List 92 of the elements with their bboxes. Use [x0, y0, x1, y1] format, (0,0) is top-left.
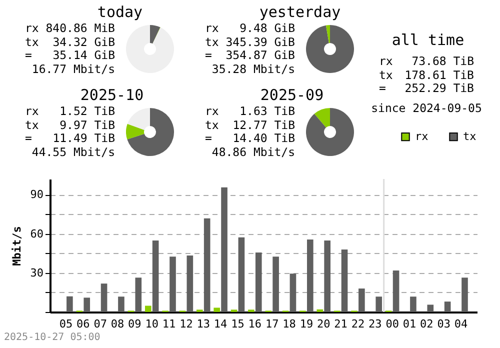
text: 48.86 Mbit/s	[210, 144, 295, 159]
x-tick-label: 12	[180, 318, 193, 330]
text: all time	[390, 31, 466, 49]
bar	[186, 256, 194, 312]
text: tx 9.97 TiB	[25, 118, 115, 132]
bar	[307, 240, 314, 312]
donut-slice	[306, 108, 354, 156]
bar	[316, 309, 324, 312]
donut-slice	[314, 108, 330, 128]
x-tick-label: 21	[334, 318, 348, 330]
text: rx 1.52 TiB	[25, 104, 115, 118]
bar	[66, 296, 73, 312]
x-tick-label: 23	[368, 318, 382, 330]
text: = 35.14 GiB	[25, 48, 115, 62]
x-tick-label: 08	[110, 318, 124, 330]
x-tick-label: 19	[300, 318, 314, 330]
bar	[358, 288, 365, 312]
bar	[221, 187, 228, 312]
bar	[204, 218, 210, 312]
bar	[341, 250, 348, 312]
x-tick-label: 05	[59, 318, 73, 330]
y-tick-label: 30	[30, 266, 44, 280]
y-axis-title: Mbit/s	[10, 226, 24, 266]
y-tick-label: 60	[30, 227, 44, 240]
x-tick-label: 18	[282, 318, 296, 330]
bar	[444, 302, 451, 312]
x-tick-label: 02	[420, 318, 434, 330]
x-tick-label: 03	[437, 318, 450, 330]
x-tick-label: 13	[196, 318, 210, 330]
x-tick-label: 14	[214, 318, 228, 330]
donut-slice	[127, 108, 150, 130]
x-tick-label: 10	[145, 318, 158, 330]
donut-slice	[326, 25, 330, 44]
x-tick-label: 04	[454, 318, 468, 330]
bar	[144, 306, 152, 312]
text: = 11.49 TiB	[25, 131, 115, 145]
y-tick-label: 90	[30, 188, 44, 202]
x-tick-label: 17	[265, 318, 279, 330]
text: tx 34.32 GiB	[25, 34, 115, 48]
text: 44.55 Mbit/s	[30, 144, 115, 159]
bar	[170, 256, 176, 312]
chart-title: 2025-09	[259, 86, 325, 104]
bar	[214, 308, 220, 312]
text: rx 73.68 TiB	[379, 54, 474, 68]
x-tick-label: 20	[316, 318, 330, 330]
bar	[152, 240, 159, 312]
chart-title: today	[96, 3, 144, 21]
text: 35.28 Mbit/s	[210, 62, 295, 76]
text: = 252.29 TiB	[379, 81, 474, 95]
x-tick-label: 06	[76, 318, 90, 330]
text: since 2024-09-05	[371, 100, 482, 115]
donut-slice	[126, 25, 174, 73]
bar	[427, 304, 434, 312]
text: tx 345.39 GiB	[205, 34, 295, 49]
legend-label: tx	[463, 130, 477, 143]
text: rx 1.63 TiB	[205, 104, 295, 118]
donut-slice	[306, 25, 354, 73]
text: rx 840.86 MiB	[25, 21, 115, 36]
bar	[392, 270, 400, 312]
x-tick-label: 15	[231, 318, 244, 330]
bar	[238, 237, 245, 312]
x-tick-label: 22	[351, 318, 365, 330]
bar	[462, 278, 468, 312]
donut-slice	[127, 108, 174, 156]
text: rx 9.48 GiB	[205, 21, 295, 35]
text: tx 12.77 TiB	[205, 118, 295, 132]
bar	[290, 274, 296, 312]
bar	[272, 256, 279, 312]
bar	[324, 240, 330, 312]
legend-label: rx	[415, 130, 429, 143]
bar	[100, 284, 108, 312]
donut-slice	[126, 124, 144, 140]
text: tx 178.61 TiB	[379, 68, 474, 82]
text: 2025-10-27 05:00	[4, 332, 100, 343]
x-tick-label: 09	[128, 318, 142, 330]
x-tick-label: 00	[386, 318, 399, 330]
bar	[376, 296, 382, 312]
x-tick-label: 11	[162, 318, 176, 330]
chart-title: 2025-10	[79, 86, 145, 104]
chart-title: yesterday	[258, 3, 342, 21]
donut-slice	[150, 25, 160, 44]
bar	[255, 252, 262, 312]
bar	[410, 296, 416, 312]
bar	[84, 298, 90, 312]
text: 16.77 Mbit/s	[30, 62, 115, 76]
bar	[135, 278, 142, 312]
text: = 14.40 TiB	[205, 131, 295, 145]
x-tick-label: 07	[94, 318, 107, 330]
x-tick-label: 01	[402, 318, 416, 330]
bar	[118, 296, 124, 312]
x-tick-label: 16	[248, 318, 262, 330]
text: = 354.87 GiB	[205, 48, 295, 62]
